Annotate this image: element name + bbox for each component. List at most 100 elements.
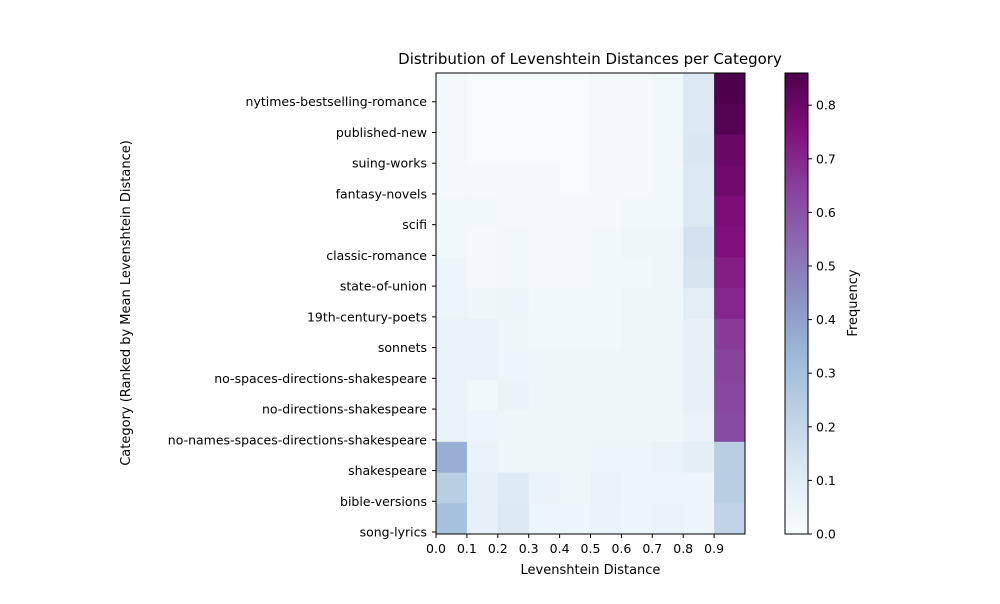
heatmap-cell bbox=[652, 380, 684, 412]
x-tick-label: 0.7 bbox=[642, 541, 662, 556]
x-tick-label: 0.3 bbox=[519, 541, 539, 556]
heatmap-cell bbox=[621, 226, 653, 258]
y-axis-ticks: nytimes-bestselling-romance published-new… bbox=[168, 94, 436, 540]
heatmap-cell bbox=[621, 103, 653, 135]
heatmap-cell bbox=[497, 288, 530, 320]
heatmap-cell bbox=[621, 411, 653, 443]
heatmap-cell bbox=[466, 441, 499, 474]
y-tick-label: no-names-spaces-directions-shakespeare bbox=[168, 432, 428, 447]
heatmap-cell bbox=[714, 73, 746, 105]
heatmap-cell bbox=[714, 380, 746, 412]
x-tick-label: 0.9 bbox=[704, 541, 724, 556]
colorbar-tick-label: 0.1 bbox=[816, 473, 836, 488]
heatmap-cell bbox=[652, 195, 684, 228]
y-tick-label: scifi bbox=[402, 217, 427, 232]
heatmap-cell bbox=[436, 472, 468, 504]
y-tick-label: no-spaces-directions-shakespeare bbox=[214, 371, 427, 386]
heatmap-cell bbox=[590, 472, 622, 504]
heatmap-cell bbox=[590, 103, 622, 135]
heatmap-cell bbox=[683, 411, 715, 443]
heatmap-cell bbox=[528, 134, 561, 166]
heatmap-cell bbox=[621, 257, 653, 289]
heatmap-cell bbox=[714, 411, 746, 443]
heatmap-cell bbox=[652, 318, 684, 351]
heatmap-cell bbox=[714, 195, 746, 228]
y-tick-label: classic-romance bbox=[326, 248, 427, 263]
y-tick-label: suing-works bbox=[352, 156, 427, 171]
heatmap-cell bbox=[559, 226, 591, 258]
heatmap-cell bbox=[714, 288, 746, 320]
heatmap-cell bbox=[497, 165, 530, 197]
heatmap-cell bbox=[683, 103, 715, 135]
heatmap-cell bbox=[683, 503, 715, 535]
heatmap-cell bbox=[714, 349, 746, 381]
heatmap-cell bbox=[683, 134, 715, 166]
heatmap-cell bbox=[683, 472, 715, 504]
heatmap-cells bbox=[436, 73, 746, 535]
heatmap-cell bbox=[590, 380, 622, 412]
heatmap-cell bbox=[436, 288, 468, 320]
heatmap-cell bbox=[528, 103, 561, 135]
y-tick-label: nytimes-bestselling-romance bbox=[246, 94, 428, 109]
heatmap-cell bbox=[652, 503, 684, 535]
heatmap-cell bbox=[559, 472, 591, 504]
heatmap-cell bbox=[528, 195, 561, 228]
heatmap-cell bbox=[652, 73, 684, 105]
heatmap-cell bbox=[714, 503, 746, 535]
heatmap-cell bbox=[714, 318, 746, 351]
heatmap-cell bbox=[683, 288, 715, 320]
colorbar-tick-label: 0.8 bbox=[816, 98, 836, 113]
heatmap-cell bbox=[436, 134, 468, 166]
heatmap-cell bbox=[528, 288, 561, 320]
heatmap-cell bbox=[497, 257, 530, 289]
heatmap-cell bbox=[621, 73, 653, 105]
heatmap-cell bbox=[497, 349, 530, 381]
heatmap-cell bbox=[590, 441, 622, 474]
heatmap-cell bbox=[528, 441, 561, 474]
heatmap-cell bbox=[528, 411, 561, 443]
heatmap-cell bbox=[436, 226, 468, 258]
heatmap-cell bbox=[559, 73, 591, 105]
heatmap-cell bbox=[652, 472, 684, 504]
heatmap-cell bbox=[559, 441, 591, 474]
heatmap-cell bbox=[436, 195, 468, 228]
heatmap-cell bbox=[436, 257, 468, 289]
heatmap-cell bbox=[652, 226, 684, 258]
heatmap-cell bbox=[590, 134, 622, 166]
colorbar-tick-label: 0.6 bbox=[816, 205, 836, 220]
heatmap-cell bbox=[497, 103, 530, 135]
heatmap-cell bbox=[497, 195, 530, 228]
heatmap-cell bbox=[559, 380, 591, 412]
y-tick-label: no-directions-shakespeare bbox=[262, 402, 427, 417]
heatmap-cell bbox=[497, 472, 530, 504]
heatmap-cell bbox=[590, 288, 622, 320]
heatmap-cell bbox=[466, 503, 499, 535]
heatmap-cell bbox=[497, 503, 530, 535]
heatmap-cell bbox=[652, 441, 684, 474]
heatmap-cell bbox=[436, 503, 468, 535]
heatmap-cell bbox=[683, 195, 715, 228]
heatmap-cell bbox=[590, 349, 622, 381]
heatmap-cell bbox=[528, 165, 561, 197]
heatmap-cell bbox=[466, 73, 499, 105]
heatmap-cell bbox=[683, 257, 715, 289]
heatmap-cell bbox=[559, 349, 591, 381]
heatmap-cell bbox=[559, 318, 591, 351]
heatmap-cell bbox=[436, 441, 468, 474]
heatmap-cell bbox=[559, 103, 591, 135]
heatmap-cell bbox=[497, 411, 530, 443]
colorbar-ticks: 0.0 0.1 0.2 0.3 0.4 0.5 0.6 0.7 0.8 bbox=[808, 98, 836, 542]
heatmap-cell bbox=[621, 472, 653, 504]
heatmap-cell bbox=[652, 103, 684, 135]
colorbar-label: Frequency bbox=[846, 269, 861, 336]
heatmap-cell bbox=[466, 472, 499, 504]
heatmap-cell bbox=[652, 257, 684, 289]
heatmap-cell bbox=[683, 349, 715, 381]
colorbar-tick-label: 0.4 bbox=[816, 312, 836, 327]
heatmap-cell bbox=[466, 411, 499, 443]
y-tick-label: state-of-union bbox=[340, 279, 427, 294]
heatmap-cell bbox=[590, 318, 622, 351]
colorbar-tick-label: 0.7 bbox=[816, 151, 836, 166]
